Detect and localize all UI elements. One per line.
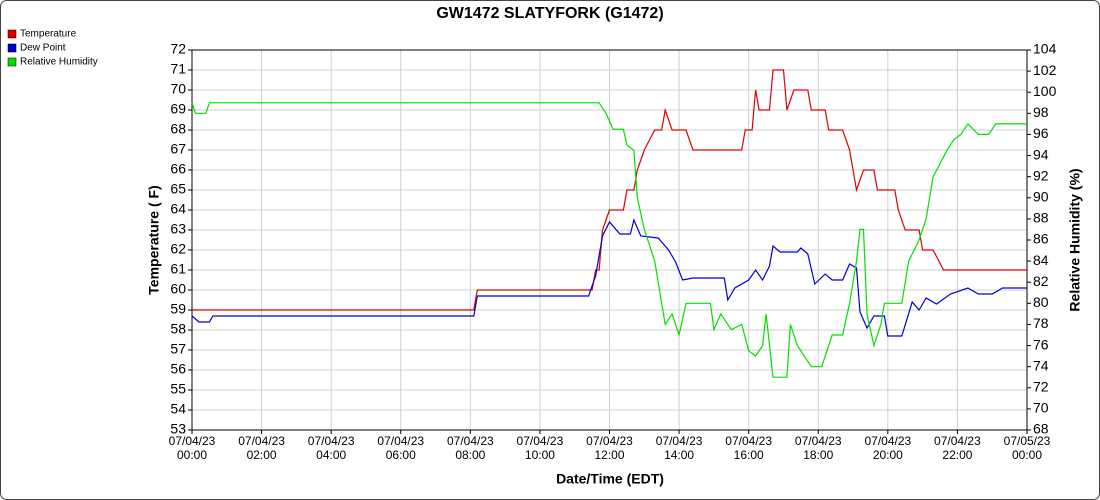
- y-tick-label: 59: [170, 301, 186, 317]
- y2-tick-label: 68: [1033, 421, 1049, 437]
- y-tick-label: 56: [170, 361, 186, 377]
- y-tick-label: 69: [170, 101, 186, 117]
- y2-tick-label: 92: [1033, 167, 1049, 183]
- y-tick-label: 66: [170, 161, 186, 177]
- y2-tick-label: 80: [1033, 294, 1049, 310]
- y-tick-label: 62: [170, 241, 186, 257]
- legend-label: Temperature: [20, 29, 77, 40]
- y2-tick-label: 74: [1033, 357, 1049, 373]
- y2-tick-label: 98: [1033, 104, 1049, 120]
- y2-tick-label: 78: [1033, 315, 1049, 331]
- y-tick-label: 55: [170, 381, 186, 397]
- y-tick-label: 57: [170, 341, 186, 357]
- y-tick-label: 60: [170, 281, 186, 297]
- y-tick-label: 67: [170, 141, 186, 157]
- x-tick-label: 07/04/23 20:00: [864, 434, 911, 462]
- x-tick-label: 07/04/23 04:00: [308, 434, 355, 462]
- y2-tick-label: 104: [1033, 41, 1057, 57]
- y2-tick-label: 76: [1033, 336, 1049, 352]
- y-tick-label: 65: [170, 181, 186, 197]
- legend-label: Dew Point: [20, 43, 66, 54]
- chart-title: GW1472 SLATYFORK (G1472): [436, 5, 663, 22]
- y-tick-label: 61: [170, 261, 186, 277]
- x-tick-label: 07/04/23 02:00: [238, 434, 285, 462]
- y-tick-label: 53: [170, 421, 186, 437]
- y2-tick-label: 102: [1033, 62, 1057, 78]
- y2-tick-label: 86: [1033, 231, 1049, 247]
- y2-tick-label: 90: [1033, 188, 1049, 204]
- legend-label: Relative Humidity: [20, 57, 98, 68]
- data-line: [191, 102, 1027, 378]
- y2-tick-label: 82: [1033, 273, 1049, 289]
- y2-tick-label: 72: [1033, 378, 1049, 394]
- y-tick-label: 68: [170, 121, 186, 137]
- legend-swatch: [7, 57, 17, 67]
- x-tick-label: 07/04/23 00:00: [169, 434, 216, 462]
- y-tick-label: 71: [170, 61, 186, 77]
- y2-tick-label: 94: [1033, 146, 1049, 162]
- y-tick-label: 63: [170, 221, 186, 237]
- x-axis-label: Date/Time (EDT): [556, 471, 664, 487]
- x-tick-label: 07/04/23 08:00: [447, 434, 494, 462]
- y-tick-label: 54: [170, 401, 186, 417]
- x-tick-label: 07/04/23 14:00: [656, 434, 703, 462]
- y-tick-label: 70: [170, 81, 186, 97]
- y-tick-label: 64: [170, 201, 186, 217]
- y2-tick-label: 70: [1033, 400, 1049, 416]
- y-tick-label: 58: [170, 321, 186, 337]
- x-tick-label: 07/05/23 00:00: [1004, 434, 1051, 462]
- data-line: [191, 218, 1027, 337]
- y2-tick-label: 96: [1033, 125, 1049, 141]
- plot-frame: [191, 49, 1028, 431]
- y2-axis-label: Relative Humidity (%): [1067, 168, 1083, 311]
- x-tick-label: 07/04/23 16:00: [725, 434, 772, 462]
- y2-tick-label: 88: [1033, 210, 1049, 226]
- y-axis-label: Temperature ( F): [146, 185, 162, 294]
- legend-swatch: [7, 43, 17, 53]
- data-line: [192, 69, 1027, 311]
- x-tick-label: 07/04/23 12:00: [586, 434, 633, 462]
- x-tick-label: 07/04/23 18:00: [795, 434, 842, 462]
- x-tick-label: 07/04/23 10:00: [517, 434, 564, 462]
- x-tick-label: 07/04/23 22:00: [934, 434, 981, 462]
- y2-tick-label: 100: [1033, 83, 1057, 99]
- y-tick-label: 72: [170, 41, 186, 57]
- legend-swatch: [7, 29, 17, 39]
- x-tick-label: 07/04/23 06:00: [377, 434, 424, 462]
- y2-tick-label: 84: [1033, 252, 1049, 268]
